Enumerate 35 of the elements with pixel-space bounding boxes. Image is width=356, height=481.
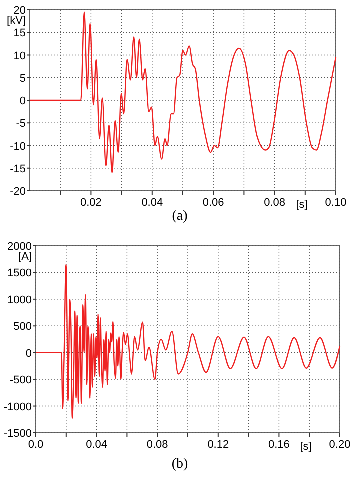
x-tick-label: 0.10 [325, 197, 347, 209]
x-tick-label: 0.04 [86, 439, 108, 451]
y-tick-label: 2000 [8, 241, 32, 253]
y-tick-label: 15 [14, 28, 26, 40]
line-series [35, 264, 341, 420]
y-tick-label: 0 [26, 348, 32, 360]
y-tick-label: -10 [10, 140, 26, 153]
y-tick-label: 1000 [8, 294, 32, 306]
y-tick-label: -15 [10, 163, 26, 176]
x-tick-label: 0.02 [80, 197, 102, 209]
y-tick-label: 1500 [8, 268, 32, 280]
y-tick-label: 500 [14, 321, 32, 334]
text: (a) [172, 209, 188, 224]
text: (b) [172, 457, 188, 472]
x-axis-title: [s] [296, 199, 308, 211]
y-axis-title: [kV] [7, 15, 26, 27]
y-tick-label: -1000 [4, 401, 32, 414]
x-tick-label: 0.20 [329, 439, 351, 451]
y-tick-label: 5 [20, 72, 26, 85]
y-axis-title: [A] [18, 251, 32, 263]
y-tick-label: -20 [10, 186, 26, 198]
y-tick-label: 0 [20, 96, 26, 108]
y-tick-label: -5 [16, 118, 26, 130]
x-tick-label: 0.12 [208, 439, 230, 451]
x-tick-label: 0.06 [202, 197, 224, 209]
x-tick-label: 0.0 [28, 439, 44, 451]
x-tick-label: 0.04 [142, 197, 164, 209]
x-tick-label: 0.16 [268, 439, 290, 451]
x-axis-title: [s] [300, 441, 312, 453]
x-tick-label: 0.08 [146, 439, 168, 451]
y-tick-label: -500 [10, 374, 32, 387]
y-tick-label: 20 [14, 5, 26, 17]
x-tick-label: 0.08 [264, 197, 286, 209]
y-tick-label: -1500 [4, 428, 32, 440]
y-tick-label: 10 [14, 50, 26, 62]
